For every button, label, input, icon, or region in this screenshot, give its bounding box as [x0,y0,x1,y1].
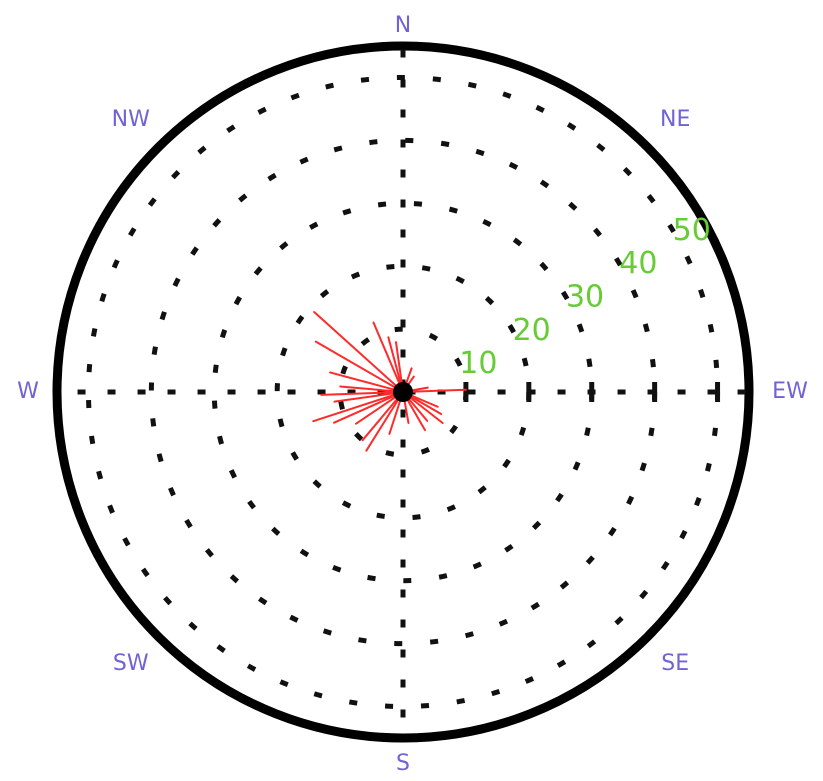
ring-label-10: 10 [459,346,497,381]
grid-layer [60,49,746,735]
ray-0 [313,311,404,393]
ray-12 [361,391,404,442]
direction-label-n: N [395,13,411,38]
ray-5 [329,371,404,393]
ring-label-30: 30 [566,279,604,314]
ray-13 [365,391,404,452]
ring-label-40: 40 [619,246,657,281]
direction-label-s: S [396,751,410,776]
ray-4 [314,340,404,393]
direction-label-w: W [17,379,39,404]
direction-label-se: SE [661,651,689,676]
ray-8 [333,391,404,403]
direction-label-nw: NW [112,107,150,132]
outer-ring [52,41,754,743]
ray-layer [312,311,467,452]
direction-label-ew: EW [772,379,808,404]
ray-6 [339,385,404,393]
direction-label-ne: NE [660,107,690,132]
ray-9 [312,391,404,423]
ray-21 [402,388,467,393]
ray-7 [320,391,404,396]
ring-label-50: 50 [673,213,711,248]
ring-label-20: 20 [513,313,551,348]
direction-label-sw: SW [113,651,149,676]
center-marker [393,382,413,402]
label-layer: N NE EW SE S SW W NW 10 20 30 40 50 [17,13,808,776]
ray-10 [333,391,404,424]
ray-1 [372,321,404,393]
